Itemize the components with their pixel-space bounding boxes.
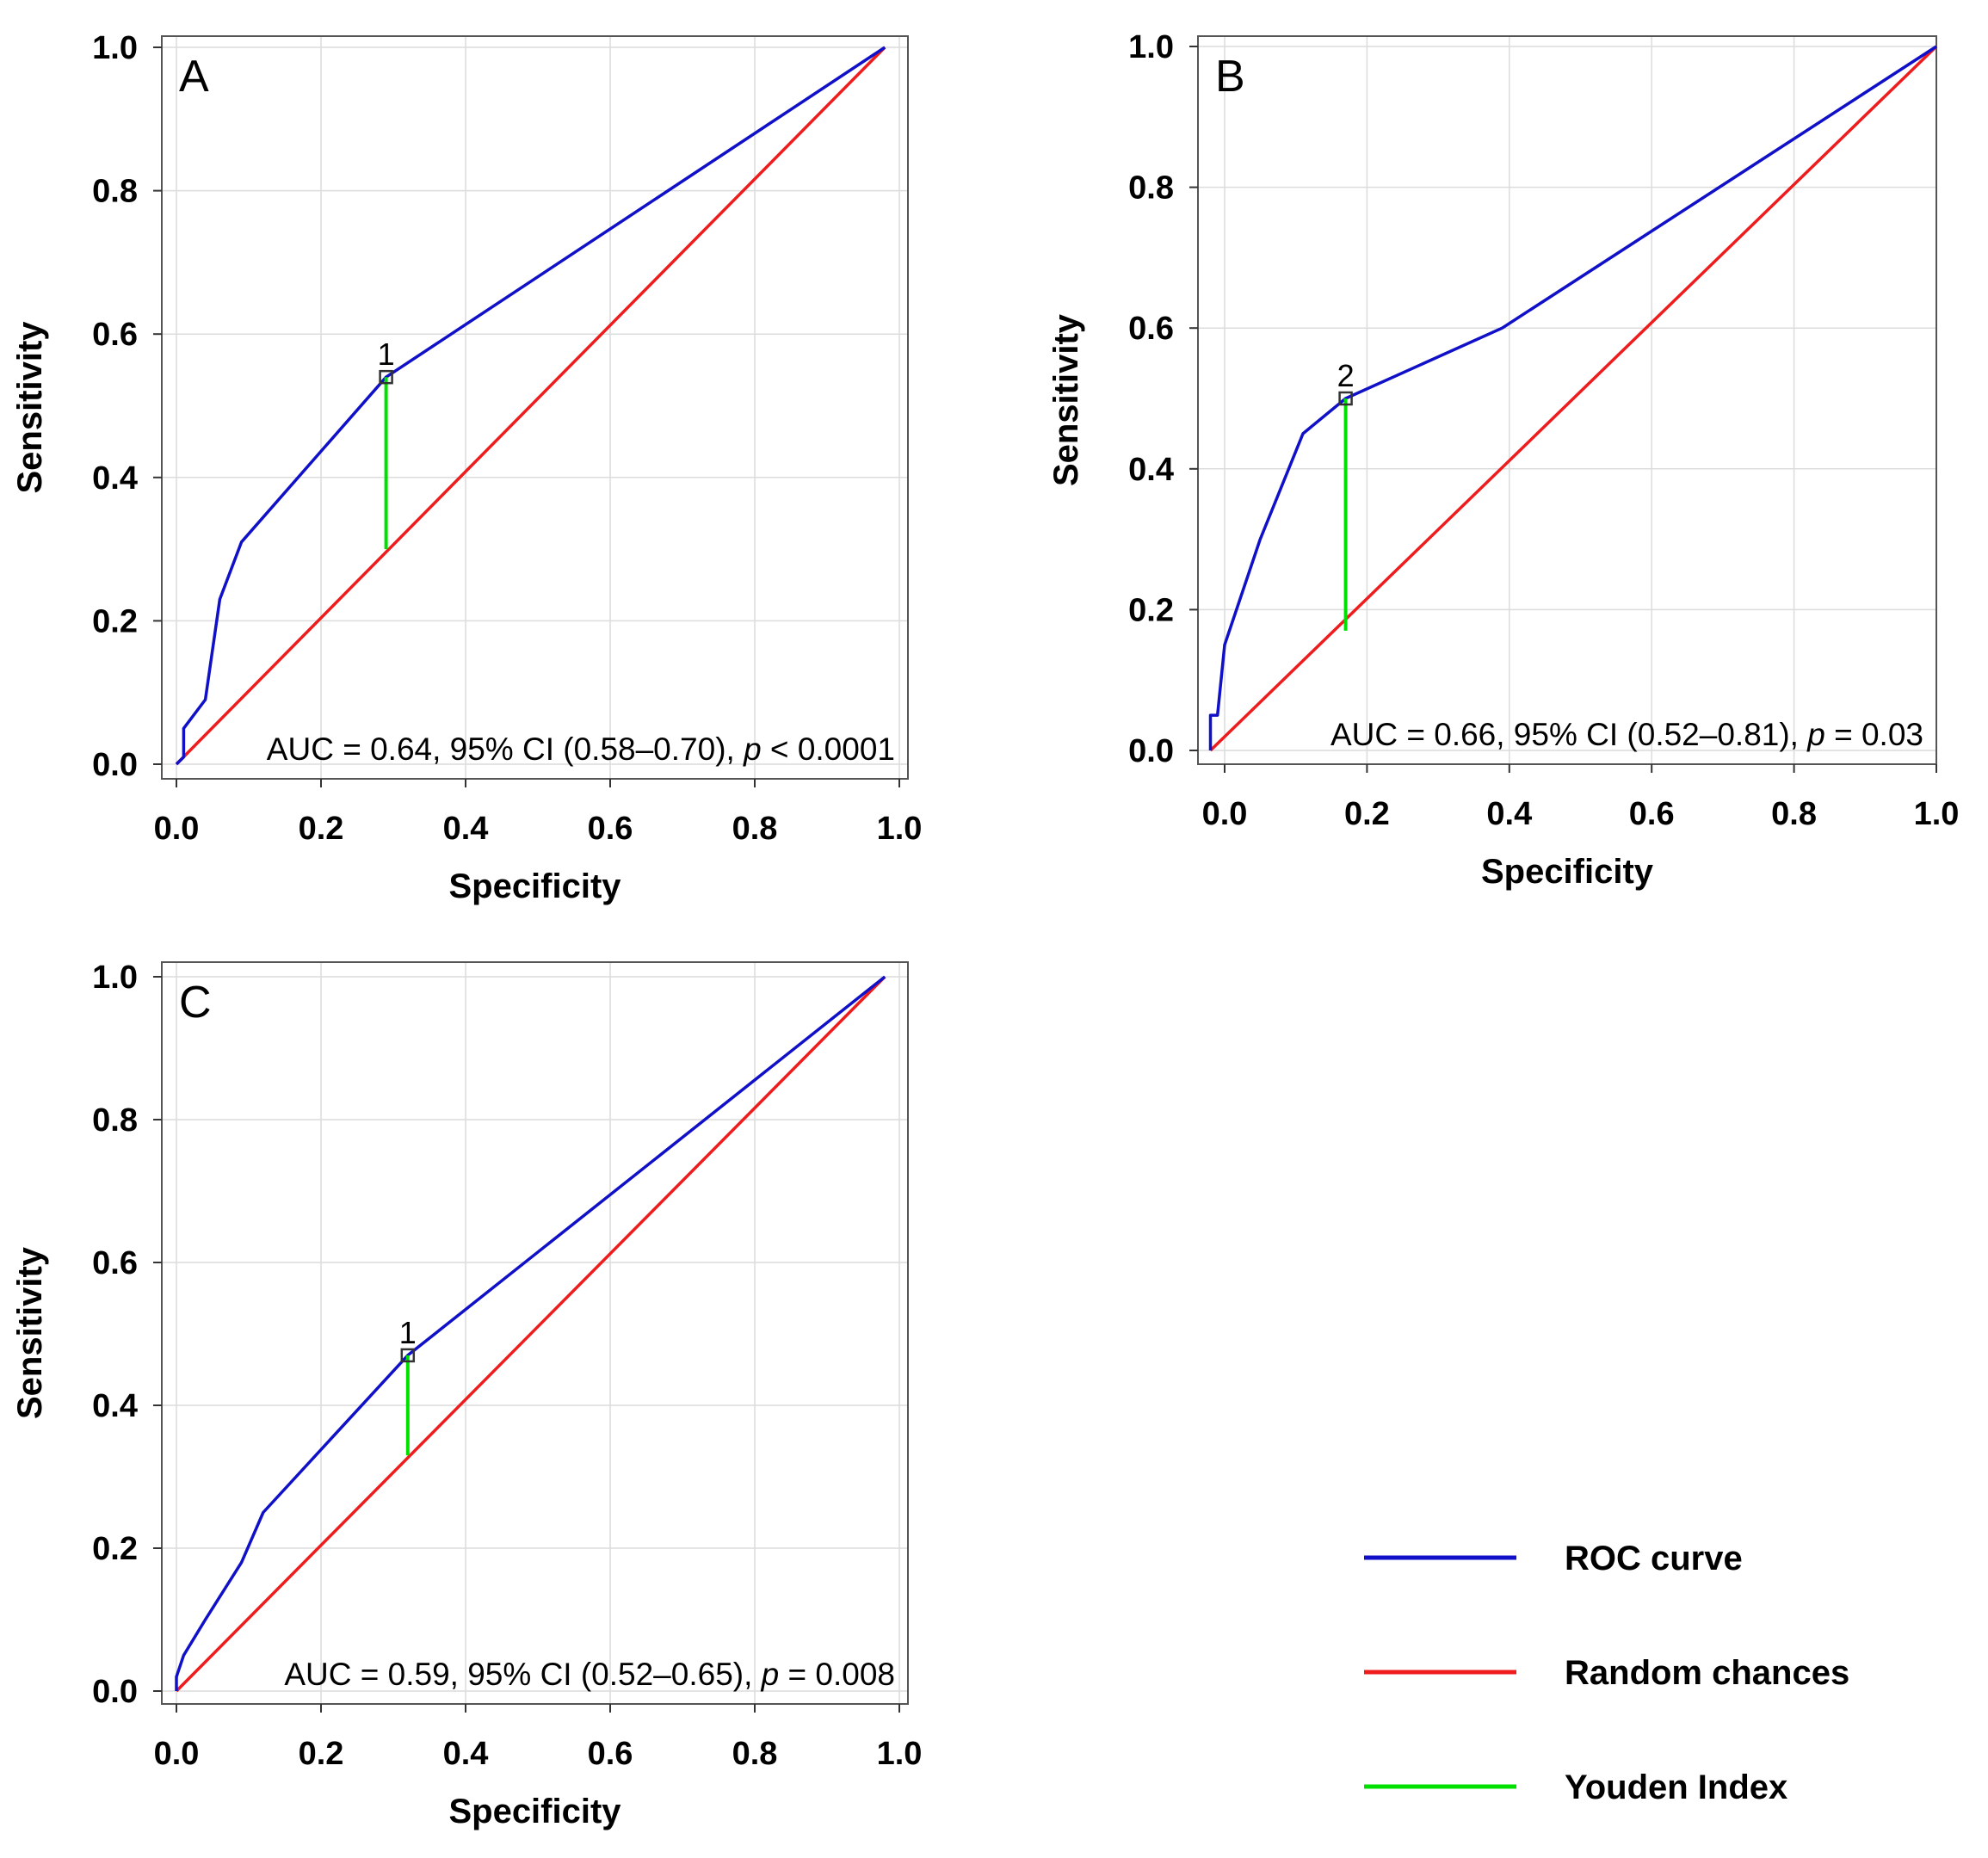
x-tick-label: 0.4: [443, 1736, 489, 1772]
x-tick-label: 1.0: [877, 1736, 923, 1772]
x-axis-title: Specificity: [448, 867, 621, 905]
x-tick-label: 0.8: [732, 811, 778, 847]
x-tick-label: 0.6: [588, 1736, 633, 1772]
plot-frame: [1197, 35, 1937, 765]
y-tick-label: 0.2: [1128, 592, 1174, 628]
roc-panel-a: 0.0 0.2 0.4 0.6 0.8 1.0 0.0 0.2 0.4 0.6 0.8 1.0 Spec…: [11, 30, 922, 905]
y-tick-label: 0.6: [92, 317, 138, 353]
y-tick-label: 0.0: [92, 1674, 138, 1710]
cutoff-marker: [1338, 391, 1353, 406]
y-tick-label: 0.2: [92, 603, 138, 639]
y-tick-label: 1.0: [92, 30, 138, 66]
x-tick-label: 0.0: [154, 811, 200, 847]
cutoff-label: 1: [399, 1315, 417, 1350]
legend-label: Random chances: [1565, 1654, 1849, 1692]
y-tick-label: 1.0: [92, 960, 138, 996]
cutoff-label: 1: [378, 336, 395, 372]
y-tick-label: 0.8: [92, 1102, 138, 1139]
x-tick-label: 0.8: [1771, 796, 1817, 832]
cutoff-marker: [379, 369, 393, 385]
cutoff-label: 2: [1337, 358, 1355, 393]
roc-curve-line: [1208, 45, 1937, 750]
auc-annotation: AUC = 0.64, 95% CI (0.58–0.70), p < 0.00…: [267, 731, 895, 767]
panel-letter: B: [1215, 52, 1245, 102]
x-tick-label: 0.0: [1202, 796, 1248, 832]
x-tick-label: 0.2: [299, 811, 344, 847]
x-tick-label: 0.8: [732, 1736, 778, 1772]
roc-curve-line: [175, 975, 886, 1691]
auc-annotation: AUC = 0.66, 95% CI (0.52–0.81), p = 0.03: [1330, 717, 1923, 752]
legend-label: Youden Index: [1565, 1768, 1787, 1806]
legend-label: ROC curve: [1565, 1540, 1743, 1577]
x-tick-label: 0.4: [443, 811, 489, 847]
y-tick-label: 0.0: [1128, 733, 1174, 769]
panel-letter: C: [179, 978, 212, 1028]
y-tick-label: 0.6: [1128, 311, 1174, 347]
roc-curve-line: [175, 46, 886, 766]
x-tick-label: 0.0: [154, 1736, 200, 1772]
y-axis-title: Sensitivity: [11, 321, 49, 494]
y-tick-label: 0.6: [92, 1245, 138, 1281]
y-tick-label: 0.4: [92, 1388, 138, 1424]
auc-annotation: AUC = 0.59, 95% CI (0.52–0.65), p = 0.00…: [284, 1657, 895, 1692]
x-tick-label: 0.2: [299, 1736, 344, 1772]
x-tick-label: 1.0: [877, 811, 923, 847]
random-chances-line: [1209, 45, 1938, 752]
x-tick-label: 0.4: [1486, 796, 1532, 832]
y-tick-label: 0.2: [92, 1531, 138, 1567]
x-tick-label: 0.2: [1344, 796, 1390, 832]
random-chances-line: [175, 975, 886, 1693]
x-axis-title: Specificity: [448, 1793, 621, 1830]
y-axis-title: Sensitivity: [11, 1246, 49, 1419]
random-chances-line: [175, 46, 886, 766]
panel-letter: A: [179, 52, 209, 102]
plot-frame: [161, 961, 909, 1705]
x-tick-label: 1.0: [1914, 796, 1960, 832]
x-tick-label: 0.6: [588, 811, 633, 847]
roc-panel-b: 0.0 0.2 0.4 0.6 0.8 1.0 0.0 0.2 0.4 0.6 0.8 1.0 Spec…: [1047, 29, 1959, 891]
x-tick-label: 0.6: [1629, 796, 1675, 832]
y-axis-title: Sensitivity: [1047, 313, 1085, 486]
y-tick-label: 1.0: [1128, 29, 1174, 65]
x-axis-title: Specificity: [1481, 853, 1654, 891]
y-tick-label: 0.8: [92, 174, 138, 210]
legend: ROC curve Random chances Youden Index: [1364, 1540, 1849, 1806]
y-tick-label: 0.4: [92, 460, 138, 497]
y-tick-label: 0.8: [1128, 170, 1174, 207]
roc-panel-c: 0.0 0.2 0.4 0.6 0.8 1.0 0.0 0.2 0.4 0.6 0.8 1.0 Spec…: [11, 960, 922, 1830]
plot-frame: [161, 35, 909, 780]
y-tick-label: 0.0: [92, 747, 138, 783]
cutoff-marker: [400, 1348, 416, 1363]
y-tick-label: 0.4: [1128, 452, 1174, 488]
